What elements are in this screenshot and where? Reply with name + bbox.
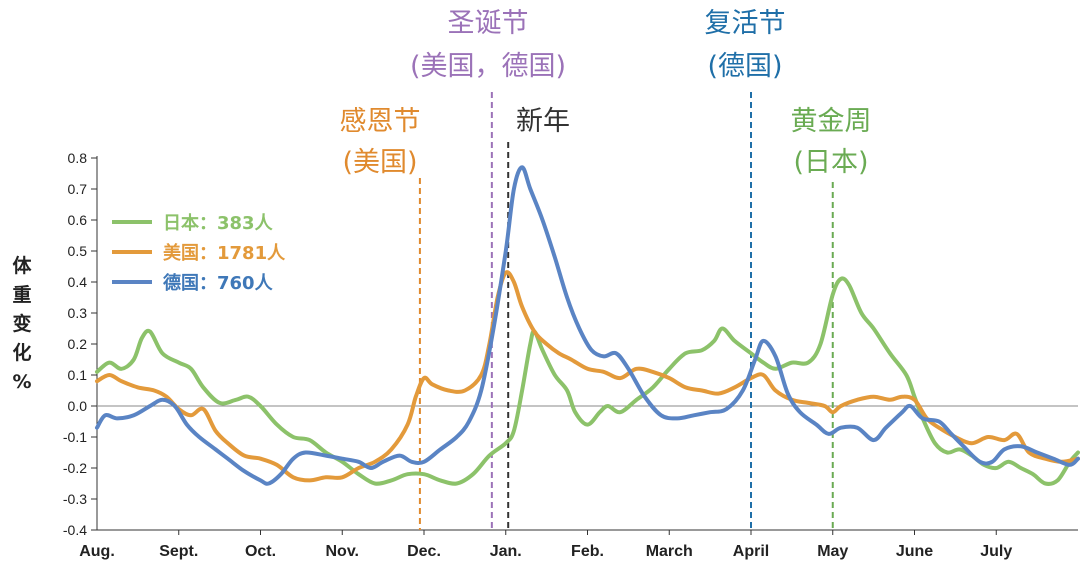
holiday-label: (美国): [342, 147, 417, 178]
y-tick-label: -0.1: [63, 429, 87, 445]
x-tick-label: Jan.: [490, 543, 522, 560]
y-tick-label: 0.3: [68, 305, 88, 321]
y-tick-label: 0.8: [68, 150, 88, 166]
holiday-label: 感恩节: [340, 106, 421, 137]
series-line: [95, 270, 1080, 483]
x-tick-label: Sept.: [159, 543, 198, 560]
x-tick-label: June: [896, 543, 933, 560]
series-lines: [95, 165, 1080, 486]
y-tick-label: -0.4: [63, 522, 87, 538]
y-axis-title-char: %: [12, 371, 31, 393]
x-tick-label: Feb.: [571, 543, 604, 560]
x-tick-label: Dec.: [407, 543, 441, 560]
y-axis-title-char: 重: [12, 284, 31, 306]
y-axis-title-char: 变: [12, 312, 31, 335]
y-tick-label: 0.1: [68, 367, 88, 383]
series-line: [95, 276, 1080, 486]
y-tick-label: 0.0: [68, 398, 88, 414]
x-tick-label: Nov.: [326, 543, 359, 560]
series-line: [95, 165, 1080, 486]
x-tick-label: March: [646, 543, 693, 560]
holiday-label: 圣诞节: [448, 8, 529, 39]
x-tick-label: July: [980, 543, 1012, 560]
y-tick-label: 0.6: [68, 212, 88, 228]
y-tick-label: 0.5: [68, 243, 88, 259]
holiday-label: (美国，德国): [410, 51, 566, 82]
holiday-label: 复活节: [705, 8, 786, 39]
holiday-label: (德国): [707, 51, 782, 82]
y-tick-label: 0.2: [68, 336, 88, 352]
legend-label: 美国：1781人: [163, 242, 286, 264]
x-axis: Aug. Sept. Oct. Nov. Dec. Jan. Feb. March April M…: [79, 529, 1078, 560]
holiday-markers: 感恩节 (美国) 圣诞节 (美国，德国) 新年 复活节 (德国) 黄金周 (日本): [340, 8, 872, 530]
y-tick-label: -0.3: [63, 491, 87, 507]
holiday-label: 新年: [516, 106, 570, 137]
y-axis: 0.8 0.7 0.6 0.5 0.4 0.3 0.2 0.1 0.0 -0.1 -0.2 -0.3 -…: [63, 150, 1078, 538]
legend-label: 日本：383人: [163, 212, 274, 234]
x-tick-label: April: [733, 543, 769, 560]
holiday-label: 黄金周: [791, 106, 872, 137]
holiday-label: (日本): [793, 147, 868, 178]
x-tick-label: Aug.: [79, 543, 115, 560]
x-tick-label: May: [817, 543, 848, 560]
y-axis-title-char: 体: [12, 254, 32, 277]
x-tick-label: Oct.: [245, 543, 276, 560]
legend-label: 德国：760人: [163, 272, 274, 294]
y-tick-label: -0.2: [63, 460, 87, 476]
y-axis-title-char: 化: [12, 341, 31, 364]
y-tick-label: 0.7: [68, 181, 88, 197]
y-tick-label: 0.4: [68, 274, 88, 290]
